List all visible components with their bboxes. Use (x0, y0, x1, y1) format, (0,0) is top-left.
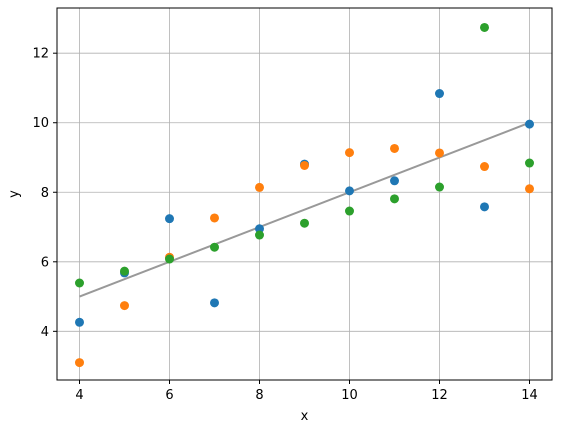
series-3-point (390, 194, 399, 204)
series-1-point (435, 89, 444, 99)
series-1-point (165, 214, 174, 224)
series-1-point (345, 186, 354, 196)
x-tick-label: 10 (341, 388, 358, 403)
x-axis-label: x (301, 409, 309, 424)
series-2-point (255, 182, 264, 192)
series-2-point (210, 213, 219, 223)
series-1-point (390, 176, 399, 186)
series-2-point (75, 358, 84, 368)
ticks-layer: 4 6 8 10 12 14 4 6 8 10 12 (32, 47, 537, 403)
x-tick-label: 8 (255, 388, 263, 403)
series-2-point (480, 162, 489, 172)
series-3-point (75, 278, 84, 288)
y-tick-label: 12 (32, 47, 49, 62)
series-2-point (120, 301, 129, 311)
series-3-point (255, 230, 264, 240)
fit-line (79, 121, 530, 298)
series-2-point (525, 184, 534, 194)
y-tick-label: 4 (41, 325, 49, 340)
series-2-point (300, 160, 309, 170)
series-2-point (345, 148, 354, 158)
y-tick-label: 10 (32, 116, 49, 131)
grid-layer (57, 8, 552, 380)
y-tick-label: 6 (41, 255, 49, 270)
series-2-point (390, 143, 399, 153)
series-3-point (300, 218, 309, 228)
series-1-point (255, 224, 264, 234)
x-tick-label: 14 (521, 388, 538, 403)
series-1-point (75, 317, 84, 327)
series-3-point (435, 182, 444, 192)
series-1-point (480, 202, 489, 212)
x-tick-label: 6 (165, 388, 173, 403)
series-1-point (525, 119, 534, 129)
series-3-point (480, 22, 489, 32)
series-3-point (345, 206, 354, 216)
points-layer (75, 22, 534, 368)
series-2-point (435, 148, 444, 158)
x-tick-label: 4 (75, 388, 83, 403)
y-tick-label: 8 (41, 186, 49, 201)
fit-line-layer (79, 121, 530, 298)
x-tick-label: 12 (431, 388, 448, 403)
y-axis-label: y (7, 190, 22, 198)
series-3-point (120, 266, 129, 276)
series-3-point (525, 158, 534, 168)
series-3-point (210, 242, 219, 252)
series-3-point (165, 254, 174, 264)
plot-frame (56, 7, 553, 381)
series-1-point (210, 298, 219, 308)
